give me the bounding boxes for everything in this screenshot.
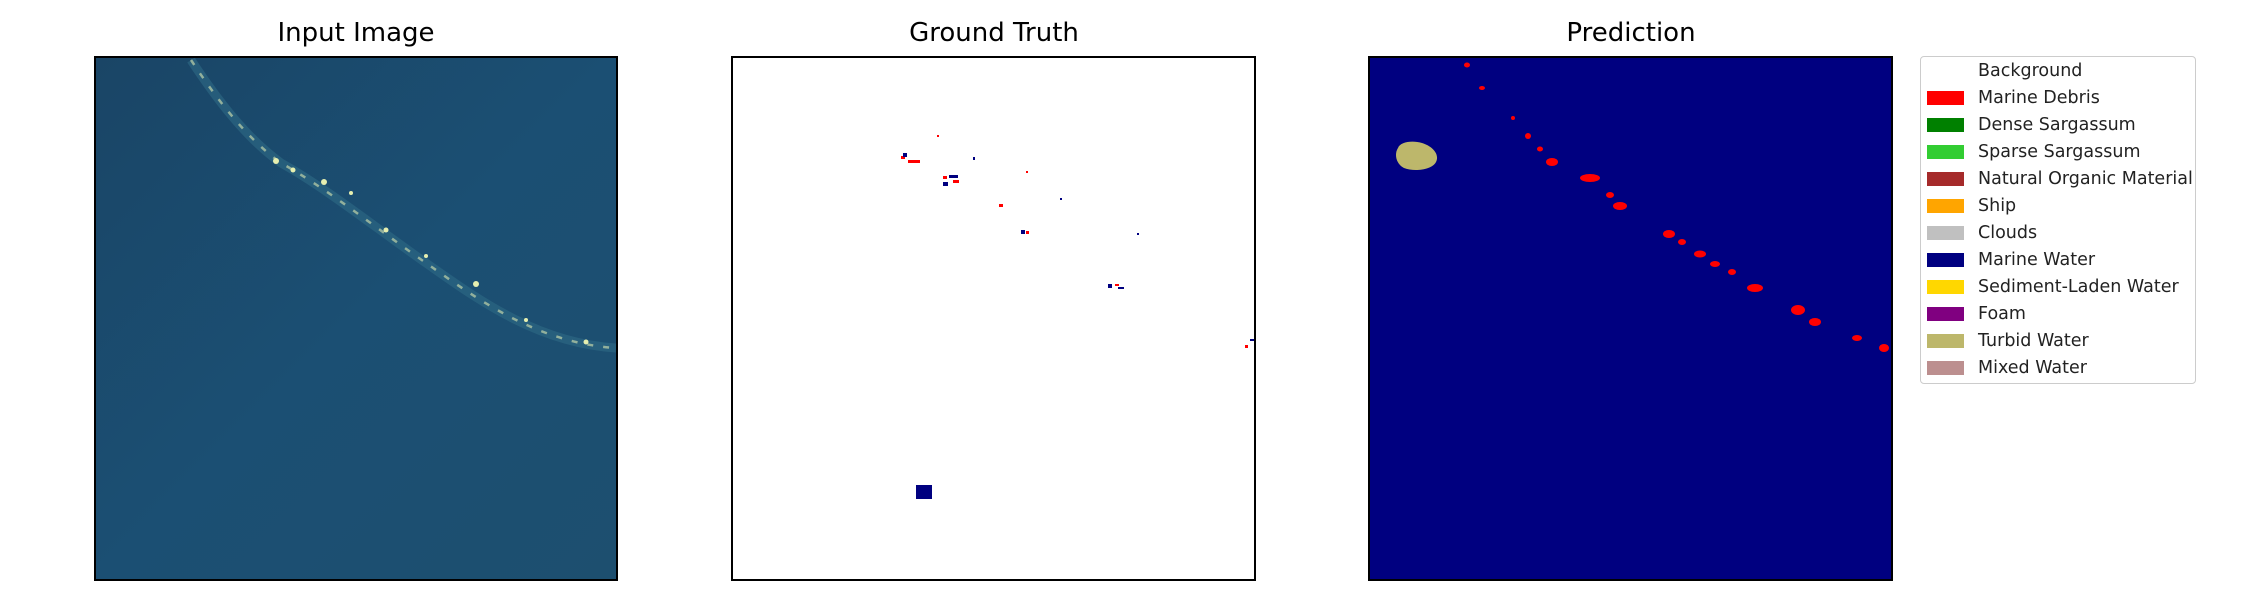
debris-streak [189,59,616,350]
legend-swatch [1927,144,1964,159]
legend-item-natural-organic-material: Natural Organic Material [1921,165,2193,192]
gt-marine-water-pixels [903,153,1254,499]
legend-item-ship: Ship [1921,192,2016,219]
input-image [96,58,616,579]
legend-swatch [1927,63,1964,78]
pred-marine-debris-pixels [1464,62,1889,352]
water-background [96,58,616,579]
legend-item-marine-water: Marine Water [1921,246,2095,273]
legend-item-dense-sargassum: Dense Sargassum [1921,111,2136,138]
legend-label: Sediment-Laden Water [1978,276,2179,297]
legend-item-marine-debris: Marine Debris [1921,84,2100,111]
legend-label: Marine Water [1978,249,2096,270]
legend-label: Natural Organic Material [1978,168,2193,189]
legend-label: Clouds [1978,222,2038,243]
input-image-title: Input Image [277,18,435,48]
legend-item-sediment-laden-water: Sediment-Laden Water [1921,273,2179,300]
legend-swatch [1927,360,1964,375]
ground-truth-mask [901,135,1254,499]
legend-swatch [1927,90,1964,105]
input-image-panel [94,56,618,581]
legend-item-sparse-sargassum: Sparse Sargassum [1921,138,2141,165]
ground-truth-panel [731,56,1256,581]
legend-label: Sparse Sargassum [1978,141,2141,162]
legend-label: Marine Debris [1978,87,2100,108]
legend-swatch [1927,333,1964,348]
prediction-title: Prediction [1566,18,1696,48]
legend-swatch [1927,252,1964,267]
legend-swatch [1927,306,1964,321]
legend-label: Turbid Water [1978,330,2089,351]
legend-item-clouds: Clouds [1921,219,2037,246]
legend-label: Mixed Water [1978,357,2087,378]
legend-swatch [1927,171,1964,186]
legend-item-mixed-water: Mixed Water [1921,354,2087,381]
legend-swatch [1927,198,1964,213]
legend-item-foam: Foam [1921,300,2026,327]
gt-marine-debris-pixels [901,135,1248,348]
legend-item-background: Background [1921,57,2082,84]
legend-item-turbid-water: Turbid Water [1921,327,2089,354]
legend-label: Background [1978,60,2083,81]
prediction-panel [1368,56,1893,581]
legend-swatch [1927,117,1964,132]
legend-swatch [1927,225,1964,240]
legend-label: Ship [1978,195,2017,216]
pred-marine-water [1370,58,1891,579]
pred-turbid-water-blob [1396,141,1438,170]
ground-truth-title: Ground Truth [909,18,1079,48]
legend-label: Foam [1978,303,2026,324]
legend-swatch [1927,279,1964,294]
debris-highlights [273,158,589,345]
legend-label: Dense Sargassum [1978,114,2136,135]
legend: Background Marine Debris Dense Sargassum… [1920,56,2196,384]
prediction-mask [1370,58,1891,579]
